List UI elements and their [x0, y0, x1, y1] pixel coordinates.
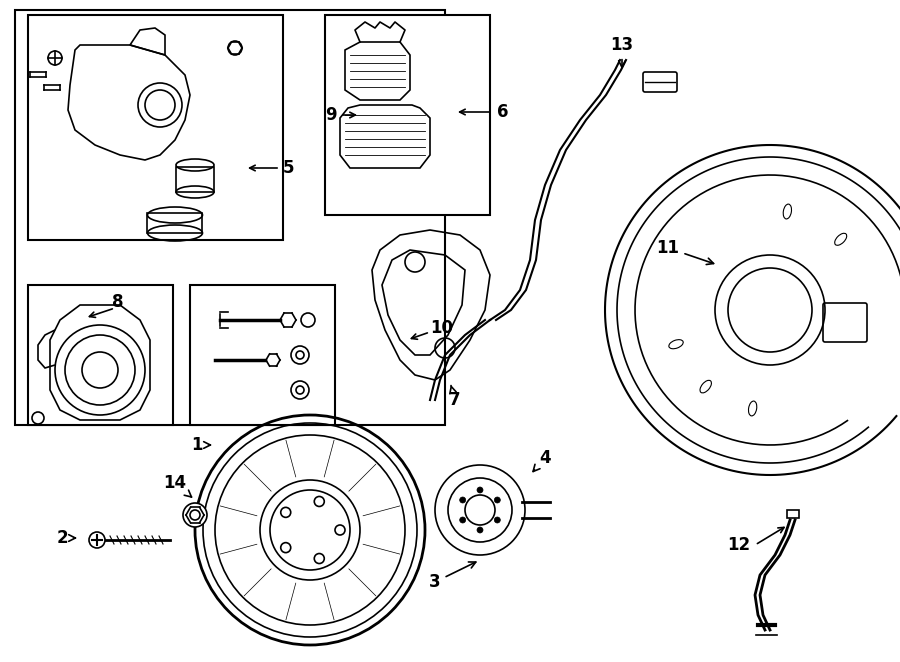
- Circle shape: [183, 503, 207, 527]
- Text: 5: 5: [283, 159, 294, 177]
- Text: 3: 3: [429, 562, 476, 591]
- Text: 13: 13: [610, 36, 634, 68]
- Bar: [28, 15, 283, 240]
- Circle shape: [494, 497, 500, 503]
- Text: 9: 9: [326, 106, 337, 124]
- Text: 12: 12: [727, 536, 750, 554]
- Bar: [176, 167, 214, 192]
- Text: 11: 11: [656, 239, 714, 265]
- Text: 14: 14: [164, 474, 192, 497]
- Text: 7: 7: [449, 385, 461, 409]
- Text: 6: 6: [497, 103, 508, 121]
- Circle shape: [89, 532, 105, 548]
- Bar: [28, 285, 173, 425]
- Bar: [787, 510, 799, 518]
- Text: 10: 10: [430, 319, 453, 337]
- Bar: [190, 285, 335, 425]
- Circle shape: [260, 480, 360, 580]
- Text: 1: 1: [192, 436, 211, 454]
- Bar: [325, 15, 490, 215]
- Circle shape: [460, 497, 465, 503]
- Circle shape: [460, 517, 465, 523]
- Bar: [15, 10, 445, 425]
- Bar: [147, 213, 202, 233]
- Text: 4: 4: [533, 449, 551, 471]
- Text: 8: 8: [112, 293, 124, 311]
- Circle shape: [494, 517, 500, 523]
- Text: 2: 2: [57, 529, 76, 547]
- Circle shape: [715, 255, 825, 365]
- Circle shape: [477, 487, 483, 493]
- FancyBboxPatch shape: [643, 72, 677, 92]
- Circle shape: [477, 527, 483, 533]
